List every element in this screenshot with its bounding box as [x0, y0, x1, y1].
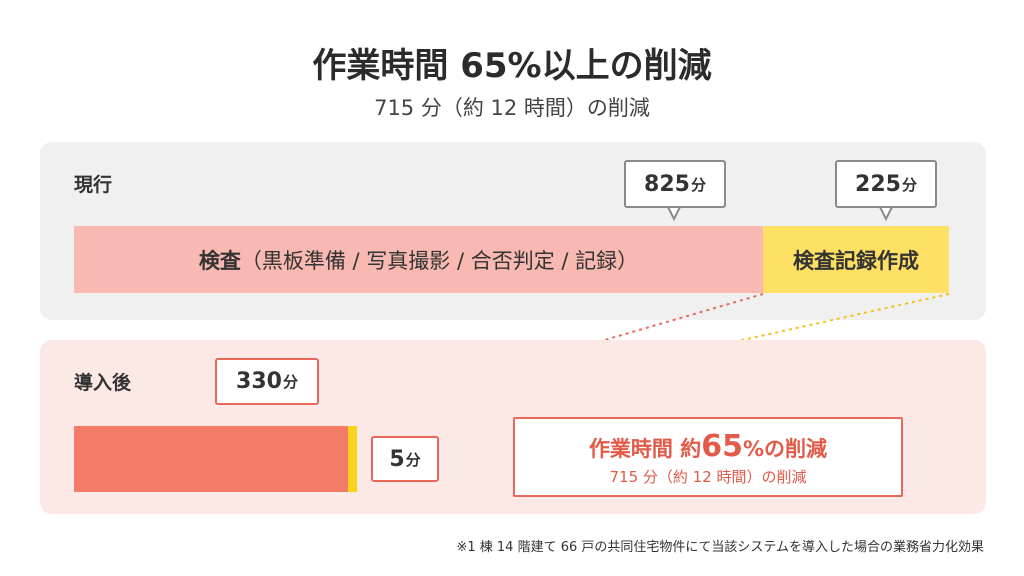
after-inspection-bar	[74, 426, 348, 492]
after-record-bar	[348, 426, 357, 492]
callout-225-unit: 分	[901, 175, 917, 194]
inspection-bar: 検査 （黒板準備 / 写真撮影 / 合否判定 / 記録）	[74, 226, 763, 293]
record-bar-label: 検査記録作成	[793, 248, 919, 273]
reduction-suffix: %の削減	[743, 437, 828, 461]
reduction-main: 作業時間 約65%の削減	[515, 429, 901, 464]
reduction-prefix: 作業時間 約	[588, 437, 702, 461]
callout-825-value: 825	[644, 171, 690, 197]
record-bar: 検査記録作成	[763, 226, 949, 293]
callout-825-unit: 分	[690, 175, 706, 194]
current-label: 現行	[74, 174, 113, 196]
after-label: 導入後	[74, 372, 132, 394]
callout-225: 225 分	[835, 160, 937, 208]
reduction-box: 作業時間 約65%の削減 715 分（約 12 時間）の削減	[513, 417, 903, 497]
callout-330-value: 330	[236, 369, 282, 394]
reduction-number: 65	[701, 429, 743, 464]
inspection-label-detail: （黒板準備 / 写真撮影 / 合否判定 / 記録）	[240, 248, 639, 273]
footnote: ※1 棟 14 階建て 66 戸の共同住宅物件にて当該システムを導入した場合の業…	[456, 540, 984, 555]
callout-825: 825 分	[624, 160, 726, 208]
page-subtitle: 715 分（約 12 時間）の削減	[374, 96, 650, 120]
callout-225-tail	[878, 206, 894, 222]
inspection-label-bold: 検査	[198, 248, 241, 273]
callout-825-tail	[666, 206, 682, 222]
page-title: 作業時間 65%以上の削減	[312, 46, 712, 86]
callout-330: 330 分	[215, 358, 319, 405]
callout-330-unit: 分	[282, 373, 298, 391]
reduction-sub: 715 分（約 12 時間）の削減	[609, 468, 807, 486]
callout-225-value: 225	[855, 171, 901, 197]
callout-5-value: 5	[389, 446, 405, 472]
callout-5-unit: 分	[405, 450, 421, 469]
